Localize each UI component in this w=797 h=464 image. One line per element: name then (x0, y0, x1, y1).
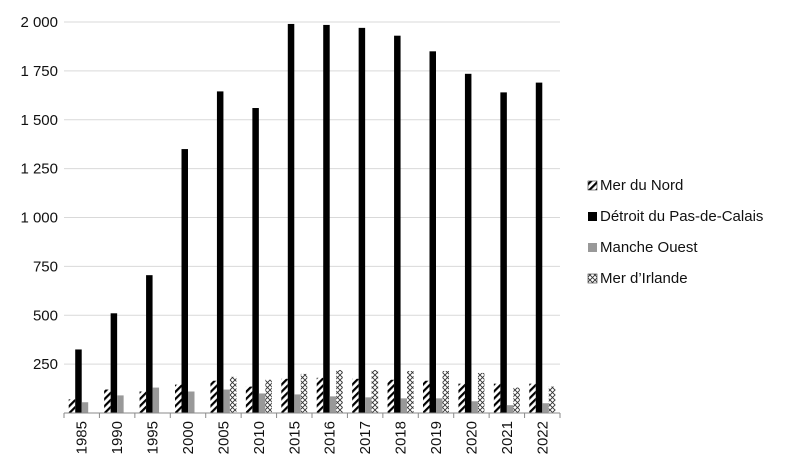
bar-manche-ouest-2015 (294, 394, 301, 413)
bar-mer-du-nord-2016 (316, 377, 324, 413)
bar-mer-d-irlande-2020 (477, 372, 485, 413)
bar-mer-du-nord-2015 (281, 378, 288, 413)
bar-mer-d-irlande-2021 (513, 387, 520, 413)
bar-manche-ouest-2000 (188, 391, 195, 413)
x-tick-label: 2000 (180, 421, 197, 454)
bar-mer-du-nord-2021 (493, 383, 501, 413)
bar-mer-d-irlande-2017 (371, 369, 379, 413)
x-tick-label: 2010 (251, 421, 268, 454)
x-tick-label: 2019 (428, 421, 445, 454)
bar-mer-du-nord-2020 (458, 383, 465, 413)
bar-mer-d-irlande-2019 (442, 370, 449, 413)
bar-d-troit-du-pas-de-calais-2020 (464, 73, 472, 413)
axes (63, 412, 561, 418)
y-tick-label: 250 (33, 356, 58, 373)
bar-mer-d-irlande-2015 (300, 373, 308, 413)
gridlines (64, 21, 560, 365)
bar-d-troit-du-pas-de-calais-2019 (429, 51, 436, 413)
bar-mer-du-nord-2018 (387, 379, 395, 413)
legend-label: Mer du Nord (600, 177, 683, 194)
x-tick-label: 2020 (463, 421, 480, 454)
x-tick-label: 2022 (534, 421, 551, 454)
y-tick-label: 1 250 (20, 161, 58, 178)
bar-manche-ouest-1985 (81, 402, 89, 413)
legend-label: Mer d’Irlande (600, 270, 688, 287)
y-tick-label: 750 (33, 258, 58, 275)
legend-label: Détroit du Pas-de-Calais (600, 208, 763, 225)
y-tick-label: 1 750 (20, 63, 58, 80)
bar-d-troit-du-pas-de-calais-1990 (110, 313, 118, 413)
bar-mer-du-nord-2000 (175, 384, 182, 413)
bar-d-troit-du-pas-de-calais-2021 (500, 92, 507, 413)
legend: Mer du Nord Détroit du Pas-de-Calais Manch… (587, 177, 763, 287)
bar-mer-d-irlande-2005 (229, 376, 237, 413)
bar-manche-ouest-2019 (436, 398, 443, 413)
legend-swatch (588, 212, 597, 221)
x-tick-label: 2016 (322, 421, 339, 454)
bar-d-troit-du-pas-de-calais-2010 (252, 108, 259, 414)
bar-manche-ouest-1995 (152, 387, 160, 413)
bar-manche-ouest-2022 (542, 403, 549, 413)
y-axis-tick-labels: 250 500 750 1 000 1 250 1 500 1 750 2 000 (20, 14, 58, 373)
bar-d-troit-du-pas-de-calais-2005 (216, 91, 224, 414)
x-axis-tick-labels: 1985 1990 1995 2000 2005 2010 2015 2016 2017 2018… (74, 421, 552, 454)
bar-mer-du-nord-1990 (104, 389, 111, 413)
bar-manche-ouest-2016 (329, 396, 337, 413)
bar-d-troit-du-pas-de-calais-2022 (535, 82, 543, 414)
legend-swatch (588, 243, 597, 252)
y-tick-label: 2 000 (20, 14, 58, 31)
x-tick-label: 2017 (357, 421, 374, 454)
legend-label: Manche Ouest (600, 239, 698, 256)
bar-mer-du-nord-2019 (423, 380, 430, 413)
bar-mer-du-nord-2017 (352, 378, 359, 413)
bar-d-troit-du-pas-de-calais-2018 (394, 35, 401, 413)
bar-d-troit-du-pas-de-calais-1985 (75, 349, 82, 413)
bar-manche-ouest-2020 (471, 401, 478, 413)
legend-swatch (587, 273, 598, 284)
bar-mer-d-irlande-2010 (265, 379, 272, 413)
y-tick-label: 1 500 (20, 112, 58, 129)
bar-d-troit-du-pas-de-calais-2000 (181, 149, 188, 413)
x-tick-label: 2021 (499, 421, 516, 454)
x-tick-label: 1985 (74, 421, 91, 454)
bar-mer-du-nord-1995 (139, 391, 147, 413)
legend-swatch (587, 180, 598, 191)
bar-d-troit-du-pas-de-calais-2016 (323, 24, 330, 414)
bar-manche-ouest-2021 (506, 405, 514, 413)
y-tick-label: 1 000 (20, 210, 58, 227)
x-tick-label: 1990 (109, 421, 126, 454)
bar-manche-ouest-2018 (400, 398, 408, 413)
x-tick-label: 2018 (393, 421, 410, 454)
bars (68, 23, 556, 414)
x-tick-label: 1995 (145, 421, 162, 454)
bar-mer-du-nord-1985 (68, 399, 76, 413)
bar-mer-d-irlande-2018 (407, 370, 414, 413)
x-tick-label: 2005 (215, 421, 232, 454)
bar-manche-ouest-2017 (365, 397, 372, 413)
bar-manche-ouest-1990 (117, 395, 124, 413)
bar-mer-d-irlande-2016 (336, 369, 343, 413)
bar-mer-d-irlande-2022 (548, 386, 556, 413)
y-tick-label: 500 (33, 307, 58, 324)
x-tick-label: 2015 (286, 421, 303, 454)
bar-d-troit-du-pas-de-calais-2017 (358, 27, 366, 414)
bar-manche-ouest-2005 (223, 389, 230, 413)
bar-manche-ouest-2010 (258, 393, 266, 413)
bar-mer-du-nord-2022 (529, 383, 536, 413)
bar-mer-du-nord-2010 (245, 386, 253, 413)
bar-d-troit-du-pas-de-calais-1995 (146, 275, 153, 413)
bar-d-troit-du-pas-de-calais-2015 (287, 23, 295, 413)
bar-mer-du-nord-2005 (210, 380, 217, 413)
